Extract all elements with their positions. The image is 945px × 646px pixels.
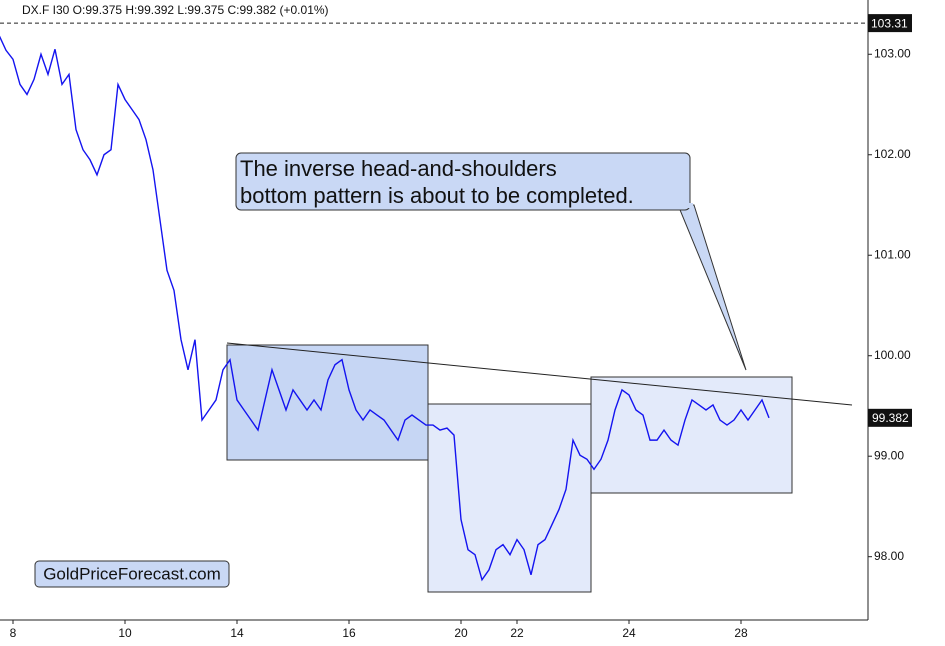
y-tick-label: 98.00 (874, 549, 904, 563)
last-price-box (868, 408, 912, 427)
x-tick-label: 10 (118, 626, 132, 640)
price-line (0, 35, 770, 582)
left-shoulder-box (226, 344, 429, 461)
reference-label-box (868, 14, 912, 33)
y-tick-label: 101.00 (874, 247, 911, 261)
y-tick-label: 103.00 (874, 46, 911, 60)
x-tick-label: 28 (734, 626, 748, 640)
annotation-line: The inverse head-and-shoulders (240, 156, 557, 181)
x-tick-label: 16 (342, 626, 356, 640)
x-tick-label: 8 (10, 626, 17, 640)
head-box (427, 403, 592, 593)
x-tick-label: 14 (230, 626, 244, 640)
reference-label: 103.31 (871, 16, 908, 30)
watermark-box (34, 560, 230, 588)
callout-joint (679, 203, 693, 208)
annotation-line: bottom pattern is about to be completed. (240, 183, 634, 208)
callout-box (235, 152, 691, 211)
last-price-label: 99.382 (872, 411, 909, 425)
header: DX.F I30 O:99.375 H:99.392 L:99.375 C:99… (22, 3, 329, 17)
x-tick-label: 22 (510, 626, 524, 640)
plot (0, 35, 770, 582)
x-tick-label: 20 (454, 626, 468, 640)
y-tick-label: 99.00 (874, 448, 904, 462)
y-tick-label: 100.00 (874, 348, 911, 362)
x-tick-label: 24 (622, 626, 636, 640)
right-shoulder-box (590, 376, 793, 494)
callout-pointer (677, 204, 747, 371)
neckline (226, 342, 853, 406)
y-tick-label: 102.00 (874, 147, 911, 161)
watermark: GoldPriceForecast.com (43, 564, 221, 583)
